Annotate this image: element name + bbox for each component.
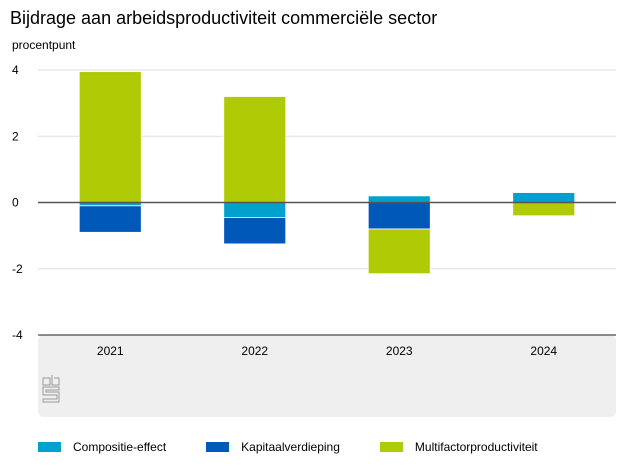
legend-label: Kapitaalverdieping — [241, 440, 340, 454]
cbs-logo-icon — [42, 375, 60, 403]
y-tick-label: 2 — [12, 129, 19, 143]
chart-title: Bijdrage aan arbeidsproductiviteit comme… — [10, 8, 438, 28]
legend-item: Kapitaalverdieping — [206, 440, 340, 454]
bar-segment — [78, 205, 142, 233]
bar-segment — [78, 71, 142, 203]
y-tick-label: 0 — [12, 196, 19, 210]
legend-label: Compositie-effect — [73, 440, 167, 454]
x-tick-label: 2023 — [386, 344, 413, 358]
legend-swatch — [379, 442, 403, 452]
bar-segment — [223, 96, 287, 203]
bar-segment — [367, 228, 431, 275]
legend-swatch — [38, 442, 61, 452]
legend-label: Multifactorproductiviteit — [414, 440, 538, 454]
y-tick-label: 4 — [12, 63, 19, 77]
legend-item: Multifactorproductiviteit — [379, 440, 538, 454]
y-axis-label: procentpunt — [12, 38, 76, 52]
bar-segment — [367, 202, 431, 230]
bar-segment — [223, 202, 287, 218]
x-tick-label: 2024 — [530, 344, 557, 358]
legend-swatch — [206, 442, 230, 452]
legend: Compositie-effect Kapitaalverdieping Multi… — [38, 440, 578, 454]
bar-segment — [367, 195, 431, 203]
y-tick-label: -2 — [12, 262, 23, 276]
bar-segment — [512, 192, 576, 203]
x-tick-label: 2021 — [97, 344, 124, 358]
bar-segment — [512, 202, 576, 217]
bar-segment — [223, 217, 287, 245]
legend-item: Compositie-effect — [38, 440, 166, 454]
x-tick-label: 2022 — [241, 344, 268, 358]
x-axis-panel — [38, 335, 616, 417]
y-tick-label: -4 — [12, 328, 23, 342]
